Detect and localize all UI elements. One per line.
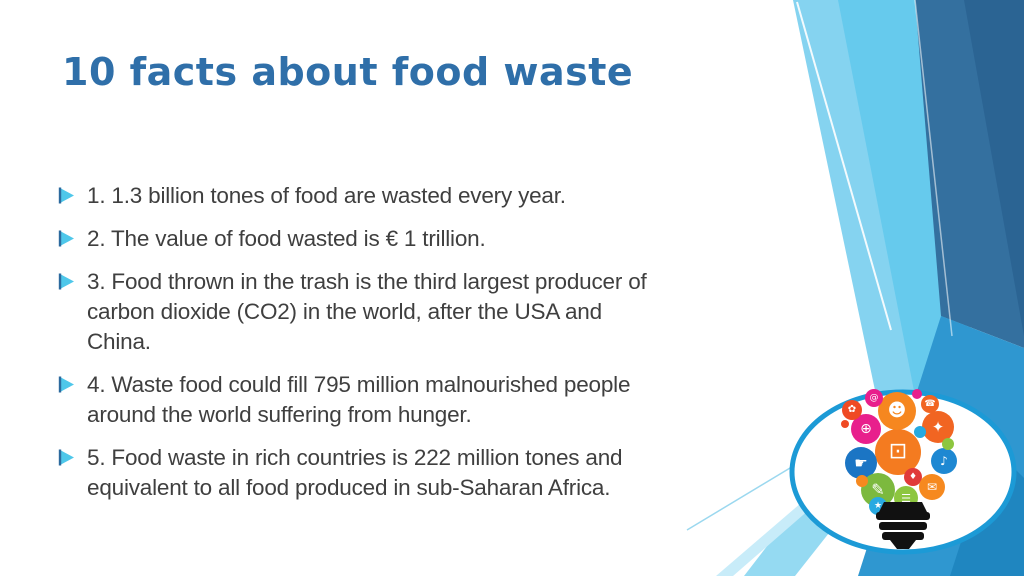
fact-text: 4. Waste food could fill 795 million mal… [87,372,631,427]
star-icon: ★ [869,497,887,515]
fact-item: 5. Food waste in rich countries is 222 m… [58,443,818,503]
notes-pencil-icon: ✎ [861,473,895,507]
facts-list: 1. 1.3 billion tones of food are wasted … [58,181,818,516]
orange-dot-icon [856,475,868,487]
facet-white-sliver-2 [914,0,953,337]
people-presentation-icon: ☻ [878,392,916,430]
bullet-triangle-icon [58,273,74,290]
bullet-triangle-icon [58,449,74,466]
facet-mid [858,316,1024,576]
fact-text: 3. Food thrown in the trash is the third… [87,269,647,354]
fact-text: 5. Food waste in rich countries is 222 m… [87,445,623,500]
bullet-triangle-icon [58,376,74,393]
mail-icon: ✉ [919,474,945,500]
fact-item: 2. The value of food wasted is € 1 trill… [58,224,818,254]
gear-icon: ✿ [842,400,862,420]
hand-cursor-icon: ☛ [845,447,877,479]
facet-mid-deep [950,446,1024,576]
red-dot-icon [841,420,849,428]
at-sign-icon: @ [865,389,883,407]
music-note-icon: ♪ [931,448,957,474]
fact-text: 2. The value of food wasted is € 1 trill… [87,226,486,251]
fact-text: 1. 1.3 billion tones of food are wasted … [87,183,566,208]
phone-icon: ☎ [921,395,939,413]
slide-title: 10 facts about food waste [62,50,634,94]
green-dot-icon [942,438,954,450]
chat-bubble-icon: ☰ [894,486,918,510]
camera-icon: ◉ [890,502,906,518]
fact-item: 4. Waste food could fill 795 million mal… [58,370,818,430]
facet-dark [915,0,1024,348]
facet-darker [964,0,1024,336]
fact-item: 3. Food thrown in the trash is the third… [58,267,818,357]
fact-item: 1. 1.3 billion tones of food are wasted … [58,181,818,211]
lightbulb-badge-ellipse [789,389,1017,555]
bullet-triangle-icon [58,230,74,247]
facet-light-band [793,0,1003,576]
bird-icon: ✦ [922,411,954,443]
facet-sky [838,0,1010,576]
blue-dot-icon [914,426,926,438]
laptop-icon: ⊡ [875,429,921,475]
microphone-icon: ♦ [904,468,922,486]
bullet-triangle-icon [58,187,74,204]
globe-icon: ⊕ [851,414,881,444]
pink-dot-icon [912,389,922,399]
